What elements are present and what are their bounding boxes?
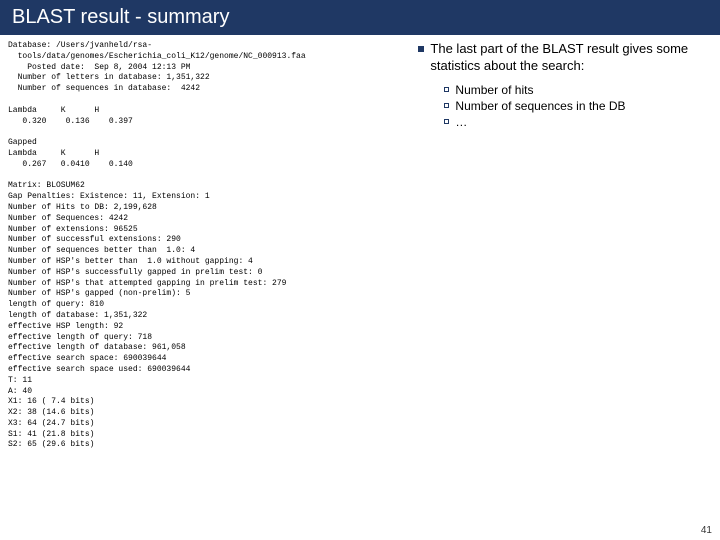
page-title: BLAST result - summary: [12, 6, 229, 28]
main-bullet-text: The last part of the BLAST result gives …: [430, 41, 712, 75]
hollow-square-icon: [444, 119, 449, 124]
blast-output: Database: /Users/jvanheld/rsa- tools/dat…: [8, 41, 412, 451]
hollow-square-icon: [444, 87, 449, 92]
sub-bullet-text: Number of sequences in the DB: [455, 99, 625, 113]
sub-bullet: Number of hits: [444, 83, 712, 97]
sub-bullet-list: Number of hits Number of sequences in th…: [444, 83, 712, 129]
square-bullet-icon: [418, 46, 424, 52]
sub-bullet: …: [444, 115, 712, 129]
explanation-panel: The last part of the BLAST result gives …: [412, 41, 712, 451]
sub-bullet-text: Number of hits: [455, 83, 533, 97]
sub-bullet-text: …: [455, 115, 467, 129]
sub-bullet: Number of sequences in the DB: [444, 99, 712, 113]
title-bar: BLAST result - summary: [0, 0, 720, 35]
page-number: 41: [701, 525, 712, 536]
content-area: Database: /Users/jvanheld/rsa- tools/dat…: [0, 35, 720, 451]
hollow-square-icon: [444, 103, 449, 108]
main-bullet: The last part of the BLAST result gives …: [418, 41, 712, 75]
